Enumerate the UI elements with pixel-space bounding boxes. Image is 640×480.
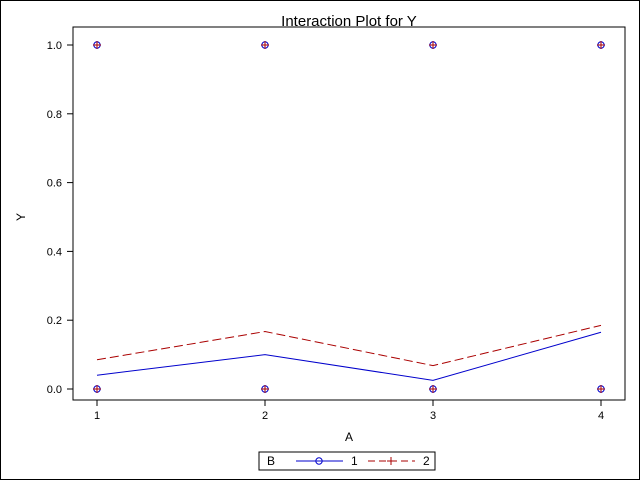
obs-plus-marker: [597, 385, 605, 393]
y-axis: 0.0 0.2 0.4 0.6 0.8 1.0: [47, 40, 73, 396]
legend-marker-2: [387, 457, 395, 465]
legend-label-1: 1: [351, 454, 358, 468]
x-tick-label: 1: [94, 410, 100, 422]
x-axis: 1 2 3 4: [94, 400, 604, 422]
legend-marker-1: [315, 457, 323, 465]
y-tick-label: 0.2: [47, 315, 62, 327]
observation-points: [93, 41, 605, 393]
y-tick-label: 1.0: [47, 40, 62, 52]
series-line-1: [96, 331, 602, 381]
obs-plus-marker: [93, 41, 101, 49]
y-tick-label: 0.8: [47, 109, 62, 121]
y-tick-label: 0.4: [47, 246, 62, 258]
y-tick-label: 0.0: [47, 384, 62, 396]
x-tick-label: 2: [262, 410, 268, 422]
series-layer: [96, 324, 602, 381]
legend-box: [258, 451, 436, 471]
legend: B 1 2: [258, 451, 436, 471]
plot-area: [72, 26, 626, 401]
x-tick-label: 3: [430, 410, 436, 422]
series-line-2: [96, 324, 602, 367]
chart-title: Interaction Plot for Y: [281, 13, 417, 30]
obs-plus-marker: [597, 41, 605, 49]
y-axis-label: Y: [14, 213, 28, 221]
legend-label-2: 2: [423, 454, 430, 468]
legend-title: B: [267, 454, 275, 468]
obs-plus-marker: [429, 41, 437, 49]
x-axis-label: A: [345, 430, 353, 444]
obs-plus-marker: [93, 385, 101, 393]
obs-plus-marker: [261, 385, 269, 393]
obs-plus-marker: [429, 385, 437, 393]
x-tick-label: 4: [598, 410, 604, 422]
y-tick-label: 0.6: [47, 178, 62, 190]
obs-plus-marker: [261, 41, 269, 49]
